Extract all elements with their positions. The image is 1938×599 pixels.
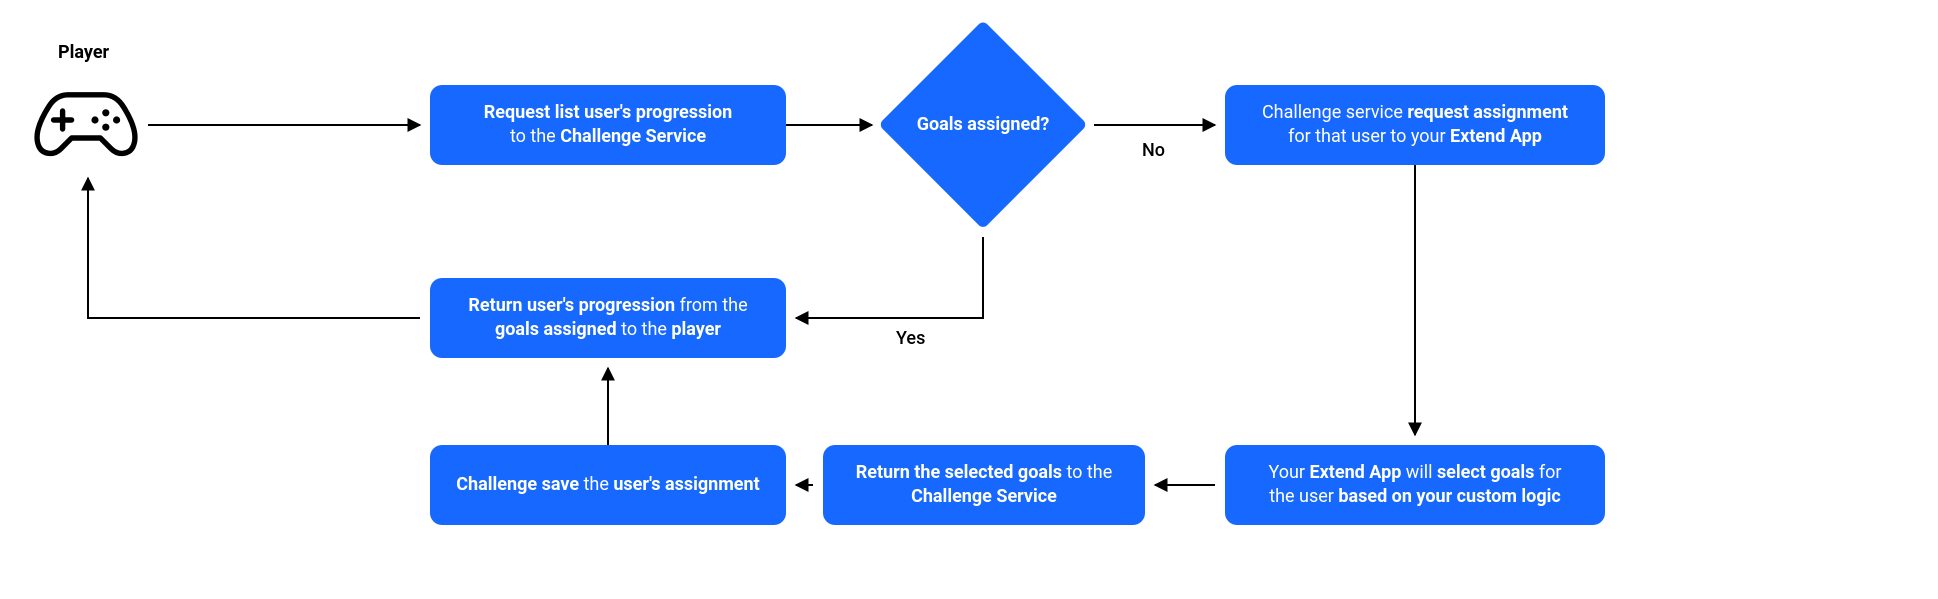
edge-goals_assigned-to-return_progression	[796, 237, 983, 318]
edge-label-yes: Yes	[892, 328, 929, 349]
node-select-goals: Your Extend App will select goals forthe…	[1225, 445, 1605, 525]
flowchart-canvas: Player Request list user's progressionto…	[0, 0, 1938, 599]
node-return-selected: Return the selected goals to theChalleng…	[823, 445, 1145, 525]
node-request-assignment: Challenge service request assignmentfor …	[1225, 85, 1605, 165]
player-label: Player	[58, 42, 109, 63]
edge-label-no: No	[1138, 140, 1169, 161]
edge-return_progression-to-player_icon	[88, 178, 420, 318]
game-controller-icon	[32, 80, 140, 160]
node-return-progression: Return user's progression from thegoals …	[430, 278, 786, 358]
node-request-progression: Request list user's progressionto the Ch…	[430, 85, 786, 165]
node-goals-assigned: Goals assigned?	[878, 20, 1088, 230]
node-challenge-save: Challenge save the user's assignment	[430, 445, 786, 525]
